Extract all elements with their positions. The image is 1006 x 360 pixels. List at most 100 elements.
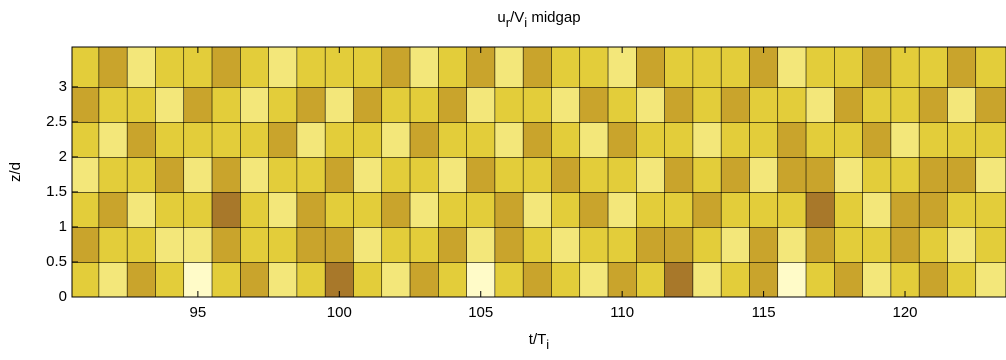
contour-cell (155, 47, 185, 88)
contour-cell (324, 86, 355, 123)
contour-cell (947, 86, 977, 123)
contour-cell (607, 156, 638, 193)
contour-cell (720, 261, 751, 297)
contour-cell (409, 121, 440, 158)
contour-cell (720, 47, 751, 88)
contour-cell (749, 226, 779, 263)
contour-cell (324, 191, 355, 228)
contour-cell (211, 261, 242, 297)
contour-cell (890, 86, 920, 123)
contour-cell (918, 191, 949, 228)
contour-cell (296, 121, 326, 158)
contour-cell (918, 121, 949, 158)
contour-cell (324, 226, 355, 263)
contour-cell (240, 226, 270, 263)
contour-cell (522, 156, 553, 193)
contour-cell (777, 47, 807, 88)
contour-cell (296, 156, 326, 193)
contour-cell (409, 86, 440, 123)
contour-cell (890, 121, 920, 158)
y-tick-label: 1.5 (46, 183, 67, 200)
contour-cell (466, 156, 496, 193)
contour-cell (749, 121, 779, 158)
contour-cell (862, 191, 892, 228)
contour-cell (155, 261, 185, 297)
contour-cell (155, 156, 185, 193)
contour-cell (636, 121, 666, 158)
contour-cell (183, 86, 213, 123)
contour-cell (72, 226, 100, 263)
chart-title-part: u (497, 9, 505, 26)
contour-cell (579, 261, 609, 297)
contour-cell (947, 47, 977, 88)
contour-cell (579, 47, 609, 88)
contour-cell (466, 191, 496, 228)
contour-cell (183, 156, 213, 193)
contour-cell (890, 226, 920, 263)
contour-cell (749, 47, 779, 88)
contour-cell (805, 86, 836, 123)
contour-cell (240, 121, 270, 158)
x-tick-label: 95 (190, 304, 207, 321)
y-axis-label: z/d (7, 162, 24, 182)
x-axis-label-part: i (546, 337, 549, 352)
contour-cell (834, 226, 864, 263)
chart-title-part: r (506, 15, 511, 30)
contour-cell (126, 226, 157, 263)
contour-cell (947, 121, 977, 158)
contour-cell (692, 47, 722, 88)
contour-cell (126, 156, 157, 193)
contour-cell (664, 261, 694, 297)
contour-cell (862, 226, 892, 263)
chart-title-part: midgap (527, 9, 580, 26)
contour-cell (296, 261, 326, 297)
contour-cell (579, 226, 609, 263)
chart-title: ur/Vi midgap (497, 9, 580, 30)
contour-cell (409, 156, 440, 193)
contour-cell (324, 47, 355, 88)
contour-cell (155, 86, 185, 123)
contour-cell (211, 226, 242, 263)
contour-cell (522, 261, 553, 297)
contour-cell (551, 47, 581, 88)
contour-cell (749, 156, 779, 193)
contour-cell (155, 121, 185, 158)
contour-cell (268, 226, 298, 263)
contour-cell (636, 156, 666, 193)
contour-cell (918, 47, 949, 88)
contour-cell (240, 261, 270, 297)
x-tick-label: 105 (468, 304, 493, 321)
contour-cell (890, 156, 920, 193)
contour-cell (720, 191, 751, 228)
x-tick-label: 110 (610, 304, 634, 321)
contour-cell (353, 191, 383, 228)
contour-cell (98, 261, 128, 297)
contour-cell (607, 191, 638, 228)
contour-cell (98, 191, 128, 228)
contour-cell (296, 86, 326, 123)
contour-cell (862, 156, 892, 193)
contour-cell (126, 86, 157, 123)
y-tick-label: 1 (59, 218, 67, 235)
contour-cell (296, 191, 326, 228)
contour-cell (664, 121, 694, 158)
contour-cell (353, 261, 383, 297)
contour-cell (211, 191, 242, 228)
contour-cell (947, 261, 977, 297)
contour-cell (777, 156, 807, 193)
contour-cell (409, 226, 440, 263)
contour-cell (522, 47, 553, 88)
contour-cell (918, 156, 949, 193)
contour-cell (777, 261, 807, 297)
contour-cell (183, 47, 213, 88)
contour-cell (805, 47, 836, 88)
contour-cell (862, 86, 892, 123)
contour-cell (98, 121, 128, 158)
contour-cell (438, 191, 468, 228)
contour-cell (805, 191, 836, 228)
contour-cell (947, 156, 977, 193)
contour-area (72, 47, 1006, 297)
contour-cell (211, 156, 242, 193)
contour-cell (324, 121, 355, 158)
